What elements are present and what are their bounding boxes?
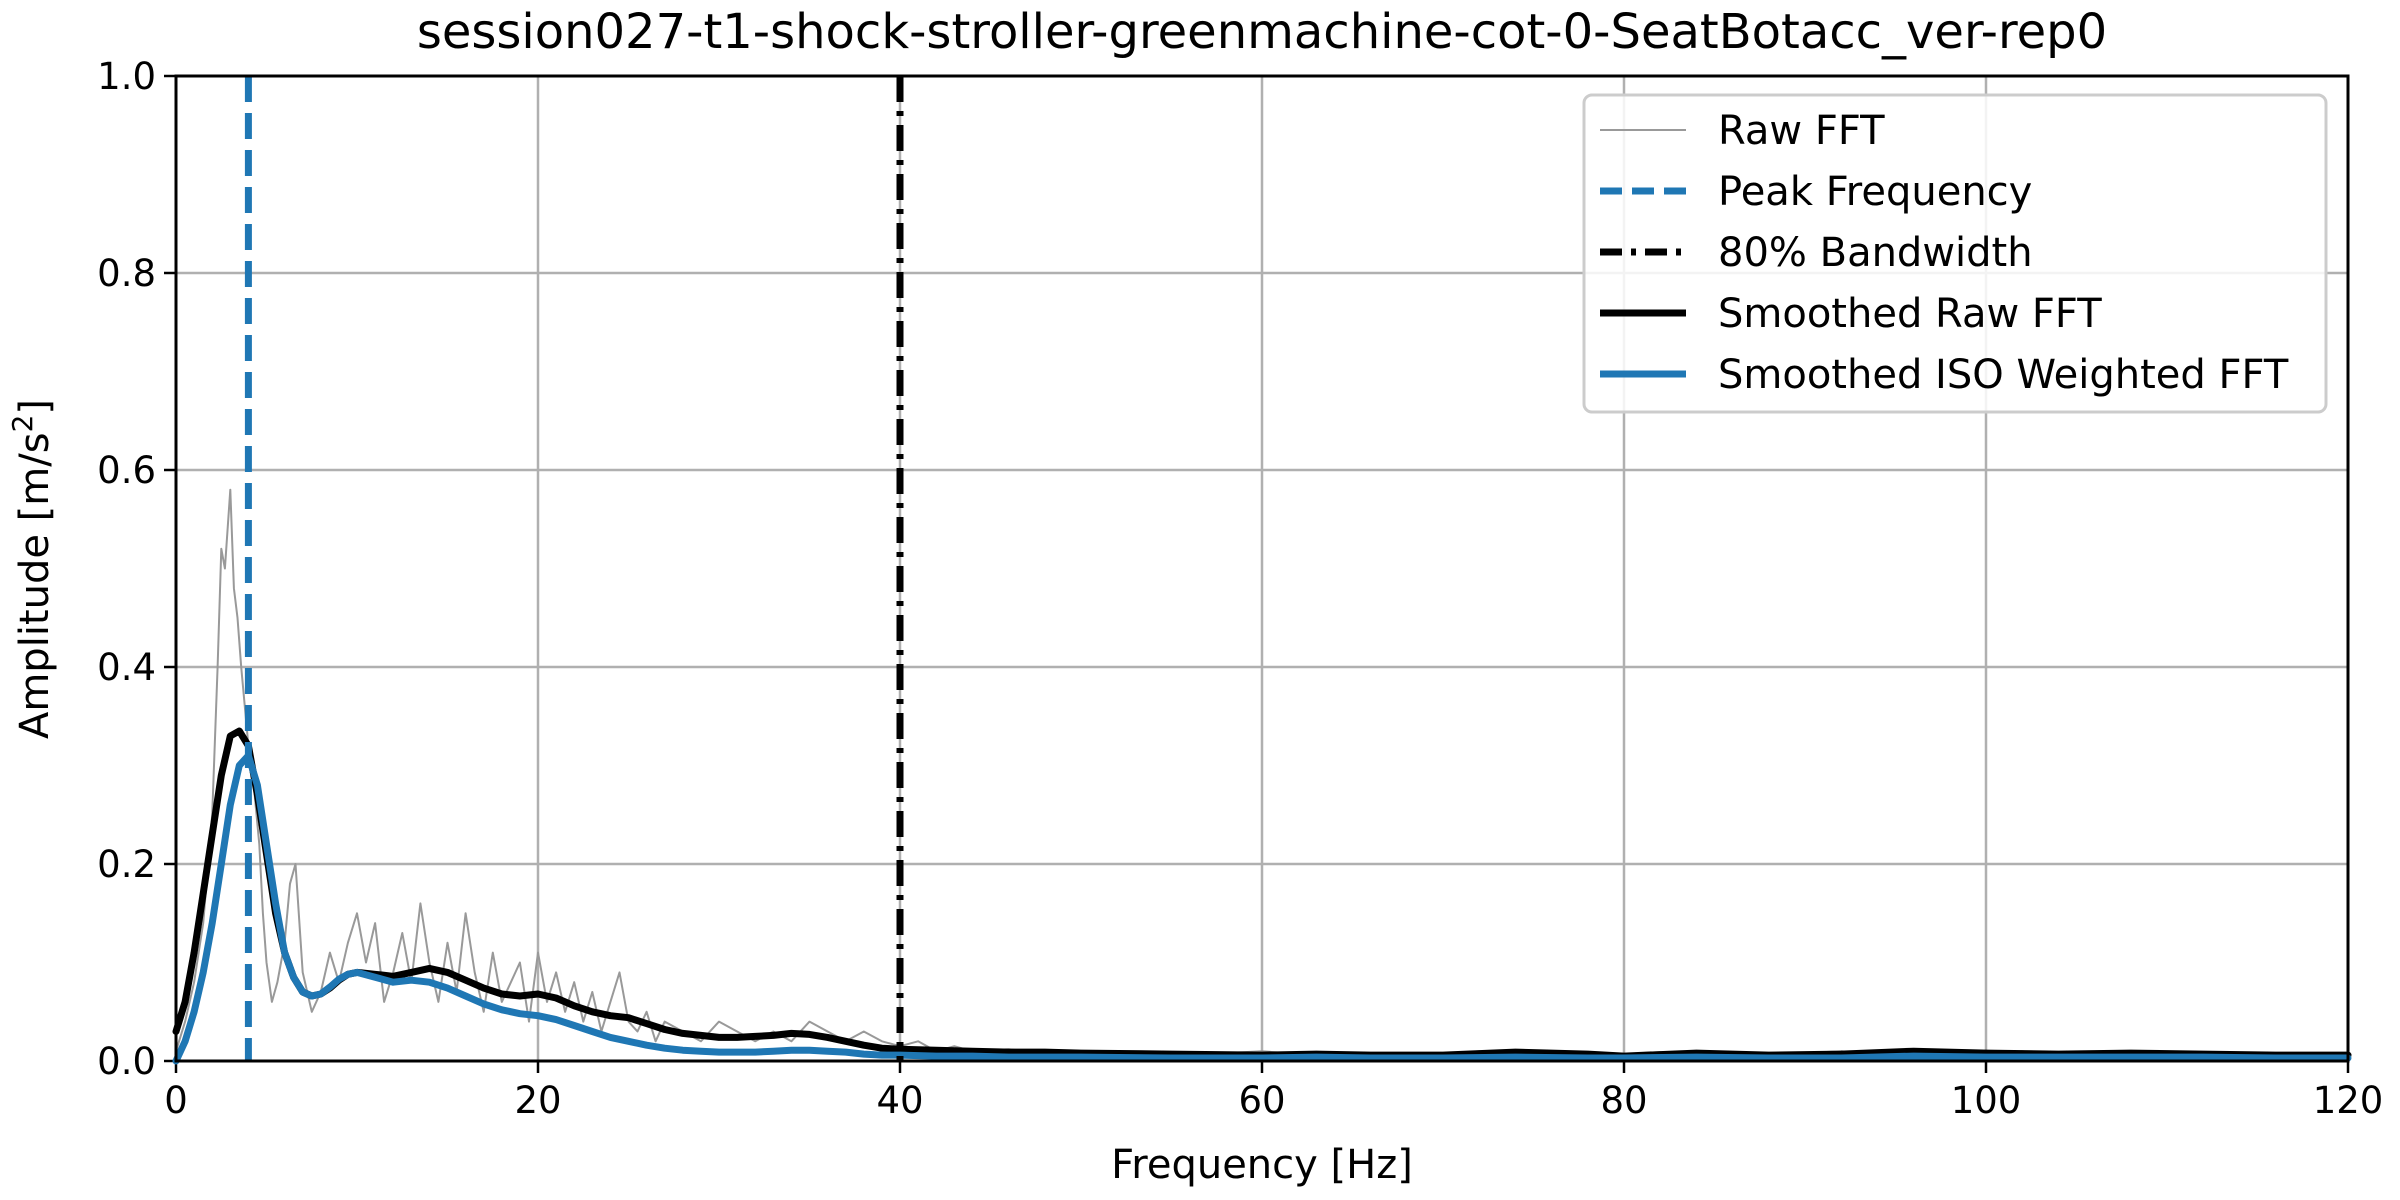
- y-axis-title-end: ]: [12, 399, 58, 415]
- plot-frame: [174, 74, 2350, 1063]
- y-tick-label: 0.8: [97, 252, 156, 295]
- x-axis-title: Frequency [Hz]: [1111, 1142, 1413, 1188]
- x-tick-label: 120: [2313, 1079, 2384, 1122]
- legend-label-smoothed-raw: Smoothed Raw FFT: [1718, 291, 2102, 337]
- x-tick-label: 80: [1600, 1079, 1647, 1122]
- y-axis-title-sup: 2: [6, 415, 39, 433]
- y-axis-ticks: 0.0 0.2 0.4 0.6 0.8 1.0: [97, 55, 176, 1083]
- y-axis-title-main: Amplitude [m/s: [12, 432, 58, 739]
- x-axis-ticks: 0 20 40 60 80 100 120: [164, 1061, 2383, 1122]
- series-group: [172, 488, 2352, 1065]
- x-tick-label: 100: [1951, 1079, 2022, 1122]
- legend-items: Raw FFT Peak Frequency 80% Bandwidth Smooth…: [1600, 108, 2289, 398]
- y-tick-label: 0.4: [97, 646, 156, 689]
- y-tick-label: 0.2: [97, 843, 156, 886]
- reference-lines: [244, 76, 904, 1061]
- legend: Raw FFT Peak Frequency 80% Bandwidth Smooth…: [1582, 93, 2328, 414]
- legend-box: [1582, 93, 2328, 414]
- legend-label-raw: Raw FFT: [1718, 108, 1885, 154]
- y-tick-label: 1.0: [97, 55, 156, 98]
- smoothed-iso-weighted-fft-line: [172, 752, 2352, 1065]
- x-tick-label: 40: [876, 1079, 923, 1122]
- chart-title: session027-t1-shock-stroller-greenmachin…: [417, 4, 2107, 60]
- x-tick-label: 20: [514, 1079, 561, 1122]
- legend-label-bandwidth: 80% Bandwidth: [1718, 230, 2033, 276]
- x-tick-label: 60: [1238, 1079, 1285, 1122]
- y-tick-label: 0.6: [97, 449, 156, 492]
- x-tick-label: 0: [164, 1079, 188, 1122]
- legend-label-peak: Peak Frequency: [1718, 169, 2032, 215]
- legend-label-smoothed-iso: Smoothed ISO Weighted FFT: [1718, 352, 2289, 398]
- y-tick-label: 0.0: [97, 1040, 156, 1083]
- y-axis-title: Amplitude [m/s2]: [6, 399, 58, 739]
